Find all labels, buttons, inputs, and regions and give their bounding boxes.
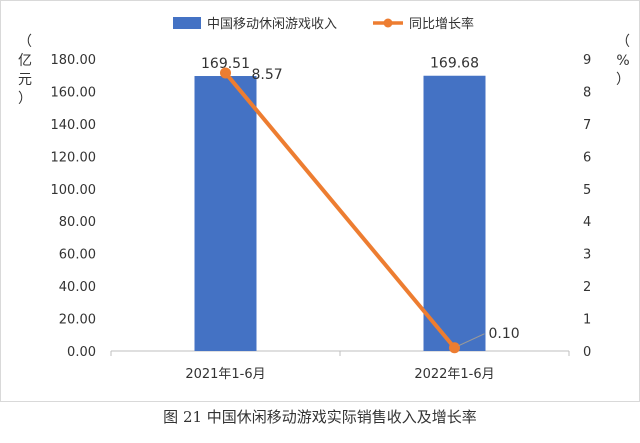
bar-value-label: 169.68 (430, 56, 479, 72)
growth-point (449, 342, 460, 354)
bar (194, 76, 257, 351)
y-right-tick-label: 2 (583, 280, 591, 295)
legend-bar-label: 中国移动休闲游戏收入 (207, 17, 337, 32)
chart-svg: 0.0020.0040.0060.0080.00100.00120.00140.… (18, 16, 630, 382)
y-left-tick-label: 160.00 (51, 85, 97, 100)
chart-frame: 0.00 20.00 40.00 60.00 80.00 100.00 120.00 140.… (0, 0, 640, 402)
bar-value-label: 169.51 (201, 56, 250, 72)
y-right-tick-label: 3 (583, 248, 591, 263)
y-right-tick-label: 4 (583, 215, 591, 230)
y-right-tick-label: 9 (583, 53, 591, 68)
legend-line-label: 同比增长率 (409, 16, 474, 32)
y-left-tick-label: 60.00 (59, 248, 96, 263)
y-right-tick-label: 0 (583, 345, 591, 360)
line-value-label: 8.57 (252, 67, 283, 83)
y-right-tick-label: 6 (583, 150, 591, 165)
y-left-tick-label: 180.00 (51, 53, 97, 68)
y-right-tick-label: 7 (583, 118, 591, 133)
growth-point (220, 67, 231, 79)
y-right-tick-label: 5 (583, 183, 591, 198)
y-left-tick-label: 40.00 (59, 280, 96, 295)
y-left-tick-label: 140.00 (51, 118, 97, 133)
y-right-tick-label: 1 (583, 313, 591, 328)
y-right-unit-label: （%） (616, 34, 630, 88)
x-tick-label: 2021年1-6月 (185, 367, 265, 382)
y-left-tick-label: 0.00 (67, 345, 96, 360)
y-right-tick-label: 8 (583, 85, 591, 100)
y-left-tick-label: 20.00 (59, 313, 96, 328)
line-label-leader (458, 333, 485, 347)
y-left-tick-label: 100.00 (51, 183, 97, 198)
x-tick-label: 2022年1-6月 (414, 367, 494, 382)
legend-line-marker (383, 18, 393, 28)
line-value-label: 0.10 (489, 326, 520, 342)
growth-line (223, 71, 457, 350)
bar (423, 75, 486, 351)
y-left-unit-label: （亿元） (18, 34, 32, 107)
legend-bar-swatch (173, 17, 201, 29)
figure-caption: 图 21 中国休闲移动游戏实际销售收入及增长率 (163, 408, 477, 426)
y-left-tick-label: 80.00 (59, 215, 96, 230)
y-left-tick-label: 120.00 (51, 150, 97, 165)
